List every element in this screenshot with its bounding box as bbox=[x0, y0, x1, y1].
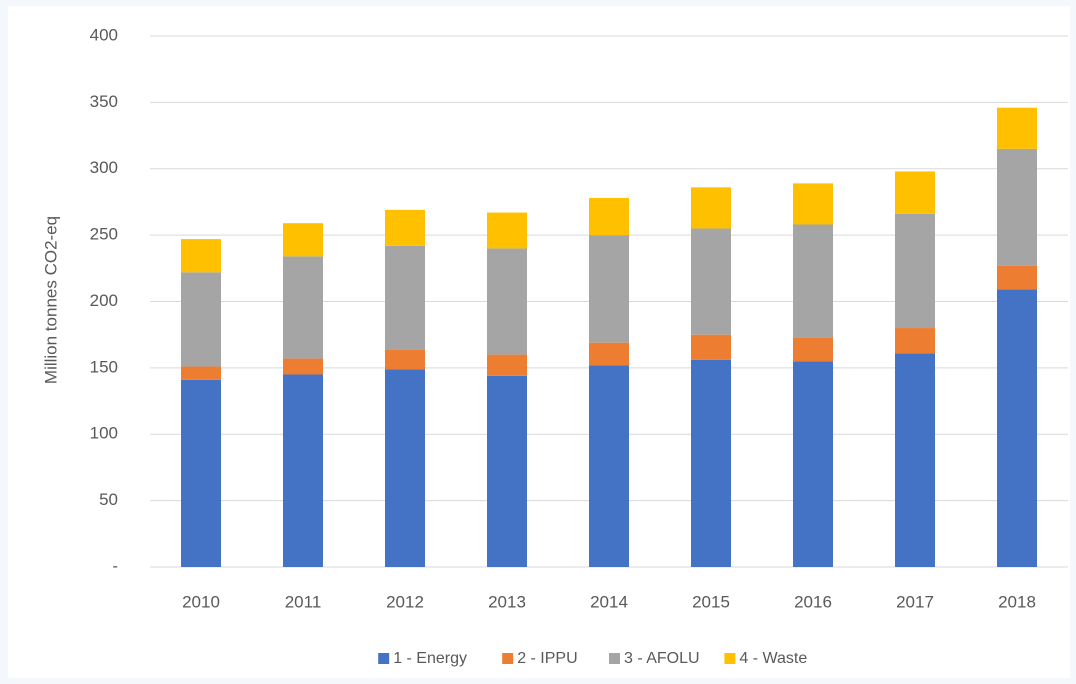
bar-segment bbox=[793, 224, 833, 338]
legend-label: 3 - AFOLU bbox=[624, 650, 700, 667]
bar-segment bbox=[181, 366, 221, 380]
bar-segment bbox=[691, 359, 731, 567]
bar-segment bbox=[895, 171, 935, 214]
bar-segment bbox=[895, 328, 935, 354]
bar-segment bbox=[283, 256, 323, 359]
y-tick-label: 350 bbox=[90, 92, 118, 111]
bar-segment bbox=[793, 337, 833, 362]
bar-segment bbox=[181, 239, 221, 273]
bar-segment bbox=[181, 379, 221, 567]
bar-segment bbox=[691, 334, 731, 360]
legend-label: 1 - Energy bbox=[393, 650, 467, 667]
bar-segment bbox=[385, 209, 425, 246]
bar-segment bbox=[283, 374, 323, 567]
x-tick-label: 2010 bbox=[182, 592, 220, 611]
bar-segment bbox=[997, 265, 1037, 290]
bar-segment bbox=[181, 272, 221, 367]
bar-segment bbox=[487, 354, 527, 376]
y-tick-label: 400 bbox=[90, 25, 118, 44]
bar-segment bbox=[589, 365, 629, 567]
y-tick-label: 200 bbox=[90, 291, 118, 310]
bar-segment bbox=[385, 245, 425, 350]
y-tick-label: 250 bbox=[90, 225, 118, 244]
bar-segment bbox=[487, 375, 527, 567]
x-tick-label: 2011 bbox=[285, 592, 322, 611]
x-tick-label: 2017 bbox=[896, 592, 934, 611]
bar-segment bbox=[283, 358, 323, 375]
y-tick-label: 100 bbox=[90, 424, 118, 443]
bar-segment bbox=[487, 248, 527, 355]
bar-segment bbox=[487, 212, 527, 249]
bar-segment bbox=[691, 187, 731, 229]
x-tick-label: 2014 bbox=[590, 592, 628, 611]
legend-label: 2 - IPPU bbox=[517, 650, 577, 667]
x-tick-label: 2015 bbox=[692, 592, 730, 611]
bar-segment bbox=[793, 361, 833, 567]
bar-segment bbox=[385, 349, 425, 370]
legend-label: 4 - Waste bbox=[739, 650, 807, 667]
bar-segment bbox=[997, 148, 1037, 266]
legend-swatch bbox=[724, 653, 736, 664]
x-tick-label: 2013 bbox=[488, 592, 526, 611]
bar-segment bbox=[895, 353, 935, 567]
y-tick-label: - bbox=[112, 556, 118, 575]
legend-swatch bbox=[609, 653, 620, 664]
legend-swatch bbox=[502, 653, 514, 664]
bar-segment bbox=[283, 223, 323, 257]
y-tick-label: 50 bbox=[99, 490, 118, 509]
bar-segment bbox=[997, 107, 1037, 149]
x-tick-label: 2018 bbox=[998, 592, 1036, 611]
legend-swatch bbox=[378, 653, 390, 664]
y-axis-label: Million tonnes CO2-eq bbox=[41, 216, 60, 384]
x-tick-label: 2012 bbox=[386, 592, 424, 611]
bar-segment bbox=[385, 369, 425, 567]
bar-segment bbox=[589, 342, 629, 366]
y-tick-label: 150 bbox=[90, 357, 118, 376]
bar-segment bbox=[589, 235, 629, 343]
bar-segment bbox=[895, 213, 935, 329]
bar-segment bbox=[793, 183, 833, 225]
x-tick-label: 2016 bbox=[794, 592, 832, 611]
bar-segment bbox=[589, 197, 629, 236]
y-tick-label: 300 bbox=[90, 158, 118, 177]
bar-segment bbox=[691, 228, 731, 335]
bar-segment bbox=[997, 289, 1037, 567]
